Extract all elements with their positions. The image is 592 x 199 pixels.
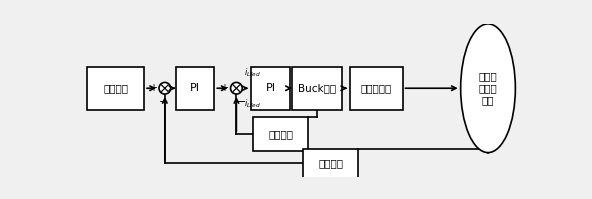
Bar	[292, 67, 342, 110]
Text: $i_{Lfed}$: $i_{Lfed}$	[244, 97, 260, 110]
Bar	[304, 149, 358, 178]
Bar	[350, 67, 403, 110]
Text: −: −	[159, 97, 168, 107]
Text: 三相逆变器: 三相逆变器	[361, 83, 392, 93]
Circle shape	[230, 82, 242, 94]
Bar	[87, 67, 144, 110]
Bar	[251, 67, 290, 110]
Text: PI: PI	[190, 83, 200, 93]
Text: 转速给定: 转速给定	[103, 83, 128, 93]
Text: Buck电路: Buck电路	[298, 83, 336, 93]
Text: −: −	[237, 97, 246, 107]
Text: +: +	[149, 83, 157, 93]
Circle shape	[159, 82, 170, 94]
Bar	[176, 67, 214, 110]
Text: $i_{Lfed}$: $i_{Lfed}$	[244, 67, 260, 79]
Text: +: +	[220, 83, 229, 93]
Ellipse shape	[461, 24, 516, 153]
Text: 电流反馈: 电流反馈	[268, 129, 293, 139]
Text: 转速反馈: 转速反馈	[318, 158, 343, 168]
Text: PI: PI	[266, 83, 276, 93]
Bar	[253, 117, 308, 151]
Text: 高速无
刷直流
电机: 高速无 刷直流 电机	[479, 72, 497, 105]
